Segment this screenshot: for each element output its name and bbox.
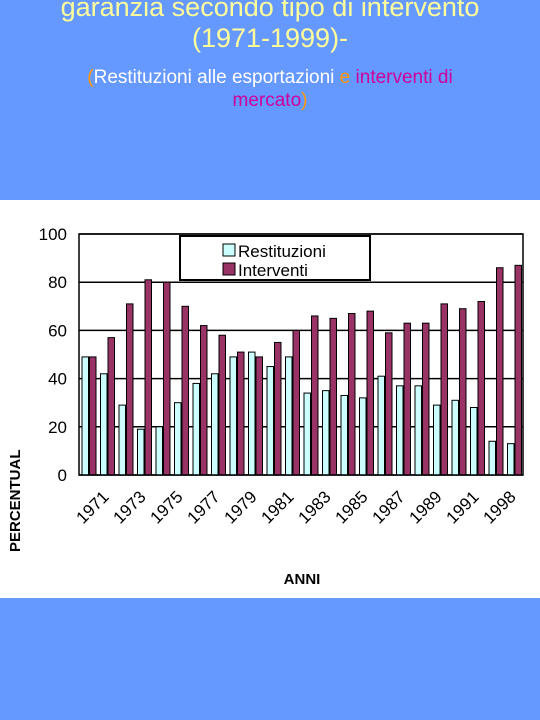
x-tick-label: 1983 — [295, 487, 335, 527]
subtitle-close-paren: ) — [301, 90, 308, 111]
bar-interventi — [459, 308, 467, 476]
bar-interventi — [403, 322, 411, 476]
bar-restituzioni — [322, 390, 330, 476]
bar-restituzioni — [507, 443, 515, 476]
plot-frame — [78, 233, 524, 476]
bar-interventi — [274, 341, 282, 476]
bar-interventi — [255, 356, 263, 476]
bar-restituzioni — [211, 373, 219, 476]
y-tick-label: 40 — [48, 370, 67, 389]
x-tick-label: 1991 — [443, 487, 483, 527]
legend-swatch-interventi — [222, 262, 236, 276]
subtitle-mercato: mercato — [232, 90, 302, 111]
bar-restituzioni — [470, 407, 478, 476]
x-axis-title: ANNI — [284, 571, 321, 588]
bar-interventi — [107, 337, 115, 476]
bar-interventi — [237, 351, 245, 476]
bar-chart: 0 20 40 60 80 100 1971197319751977197919811983… — [7, 225, 524, 588]
y-tick-label: 20 — [48, 418, 67, 437]
bar-interventi — [311, 315, 319, 476]
subtitle-restituzioni: Restituzioni alle esportazioni — [93, 67, 335, 88]
bar-interventi — [144, 279, 152, 476]
bar-interventi — [440, 303, 448, 476]
bar-restituzioni — [118, 404, 126, 476]
bar-restituzioni — [248, 351, 256, 476]
bar-restituzioni — [81, 356, 89, 476]
x-tick-label: 1981 — [258, 487, 298, 527]
chart-panel: 0 20 40 60 80 100 1971 1973 1975 1977 1979 1981 1983… — [0, 200, 540, 598]
bar-restituzioni — [266, 366, 274, 476]
bar-restituzioni — [155, 426, 163, 476]
bar-restituzioni — [488, 440, 496, 476]
legend-box — [179, 235, 371, 281]
title-line-2: (1971-1999)- — [191, 23, 349, 53]
title-line-1: garanzia secondo tipo di intervento — [60, 0, 480, 22]
bar-interventi — [200, 325, 208, 476]
y-tick-label: 60 — [48, 321, 67, 340]
y-tick-label: 80 — [48, 273, 67, 292]
x-tick-label: 1975 — [147, 487, 187, 527]
x-tick-label: 1985 — [332, 487, 372, 527]
x-tick-label: 1998 — [480, 487, 520, 527]
subtitle-open-paren: ( — [87, 67, 94, 88]
x-tick-label: 1971 — [73, 487, 113, 527]
y-tick-label: 0 — [58, 466, 67, 485]
bar-restituzioni — [192, 382, 200, 476]
bar-interventi — [348, 313, 356, 476]
bar-interventi — [514, 264, 522, 476]
bar-restituzioni — [285, 356, 293, 476]
subtitle-interventi: interventi di — [355, 67, 453, 88]
bar-restituzioni — [433, 404, 441, 476]
bar-restituzioni — [396, 385, 404, 476]
legend-label-interventi: Interventi — [238, 261, 308, 280]
bar-interventi — [496, 267, 504, 476]
legend-swatch-restituzioni — [222, 243, 236, 257]
x-tick-label: 1987 — [369, 487, 409, 527]
bar-interventi — [422, 322, 430, 476]
bar-interventi — [366, 310, 374, 476]
slide-title: garanzia secondo tipo di intervento (197… — [0, 0, 540, 54]
x-tick-label: 1989 — [406, 487, 446, 527]
x-tick-label: 1977 — [184, 487, 224, 527]
bar-interventi — [385, 332, 393, 476]
bar-interventi — [126, 303, 134, 476]
bar-interventi — [89, 356, 97, 476]
bar-interventi — [181, 305, 189, 476]
bar-interventi — [218, 334, 226, 476]
x-tick-label: 1973 — [110, 487, 150, 527]
chart-legend: Restituzioni Interventi — [179, 235, 371, 281]
bar-restituzioni — [451, 399, 459, 476]
bar-interventi — [163, 281, 171, 476]
bar-restituzioni — [137, 428, 145, 476]
bar-interventi — [477, 300, 485, 476]
slide-subtitle: (Restituzioni alle esportazioni e interv… — [20, 66, 520, 112]
bar-restituzioni — [377, 375, 385, 476]
y-axis-title: PERCENTUAL — [7, 449, 24, 552]
x-tick-label: 1979 — [221, 487, 261, 527]
bar-interventi — [292, 329, 300, 476]
bar-restituzioni — [414, 385, 422, 476]
legend-label-restituzioni: Restituzioni — [238, 242, 326, 261]
bar-restituzioni — [340, 394, 348, 476]
subtitle-conjunction: e — [334, 67, 356, 88]
bars-layer — [81, 264, 522, 476]
bar-restituzioni — [229, 356, 237, 476]
y-tick-label: 100 — [39, 225, 67, 244]
bar-restituzioni — [359, 397, 367, 476]
bar-interventi — [329, 317, 337, 476]
bar-restituzioni — [100, 373, 108, 476]
bar-restituzioni — [303, 392, 311, 476]
bar-restituzioni — [174, 402, 182, 476]
